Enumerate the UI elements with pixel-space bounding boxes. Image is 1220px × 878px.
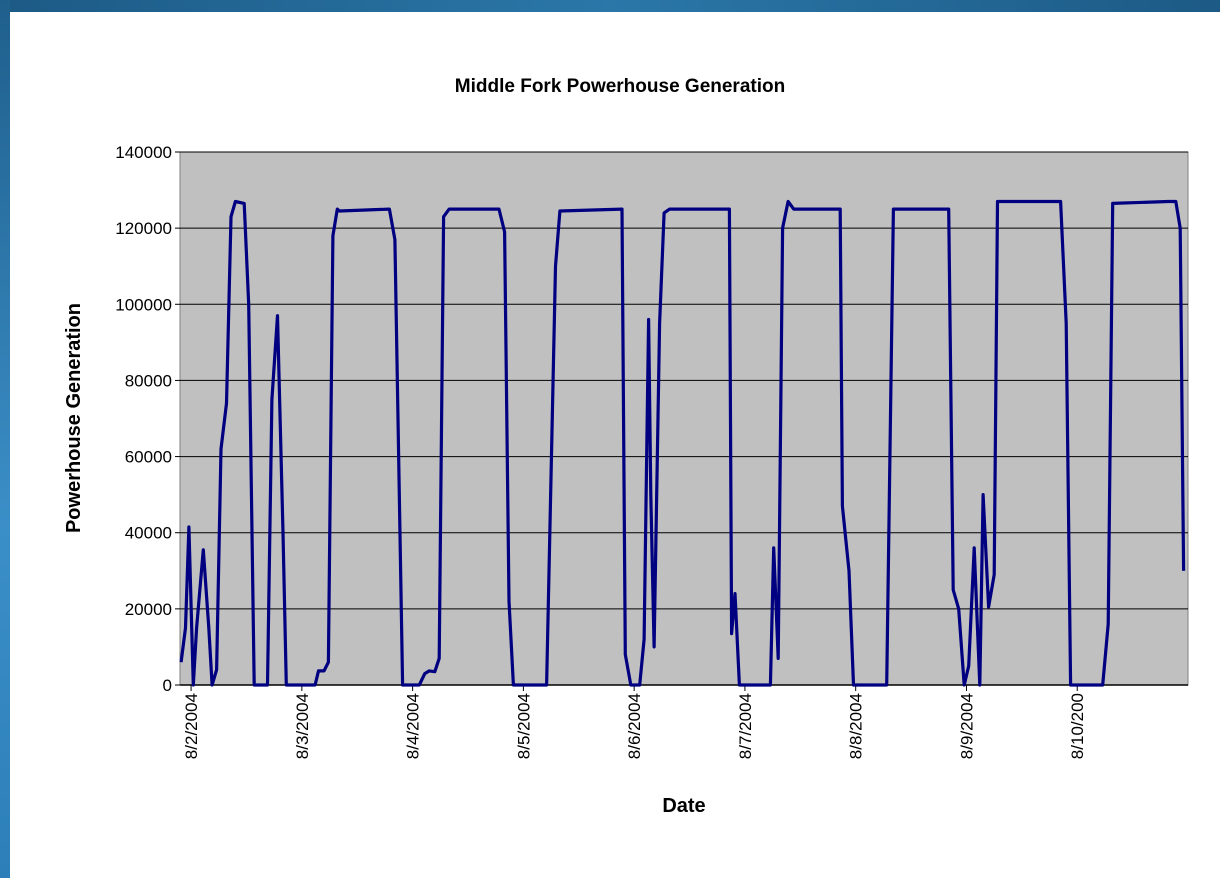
x-tick-label: 8/10/200 xyxy=(1068,693,1087,759)
x-tick-label: 8/6/2004 xyxy=(625,693,644,759)
x-tick-label: 8/4/2004 xyxy=(404,693,423,759)
x-tick-label: 8/3/2004 xyxy=(293,693,312,759)
y-tick-label: 80000 xyxy=(125,371,172,390)
y-tick-label: 0 xyxy=(163,676,172,695)
y-tick-label: 20000 xyxy=(125,600,172,619)
data-line xyxy=(179,199,1186,687)
x-tick-label: 8/7/2004 xyxy=(736,693,755,759)
y-tick-label: 100000 xyxy=(115,295,172,314)
y-tick-label: 40000 xyxy=(125,524,172,543)
plot-area xyxy=(179,151,1189,686)
chart-title: Middle Fork Powerhouse Generation xyxy=(455,76,785,97)
x-axis-label: Date xyxy=(662,795,705,817)
y-tick-label: 140000 xyxy=(115,143,172,162)
x-tick-label: 8/5/2004 xyxy=(514,693,533,759)
y-tick-label: 60000 xyxy=(125,448,172,467)
x-tick-label: 8/2/2004 xyxy=(182,693,201,759)
y-axis-label: Powerhouse Generation xyxy=(63,303,85,533)
y-tick-label: 120000 xyxy=(115,219,172,238)
slide-top-bar xyxy=(0,0,1220,12)
slide-left-bar xyxy=(0,0,10,878)
x-tick-label: 8/8/2004 xyxy=(847,693,866,759)
x-tick-label: 8/9/2004 xyxy=(957,693,976,759)
